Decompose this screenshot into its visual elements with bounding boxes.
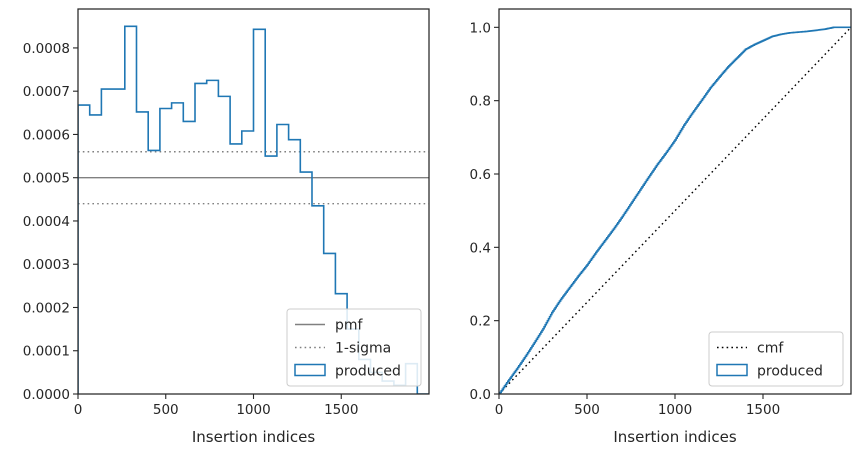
- pmf-y-tick-label: 0.0004: [23, 214, 70, 230]
- pmf-legend-produced-label: produced: [335, 364, 401, 380]
- pmf-y-tick-label: 0.0008: [23, 41, 70, 57]
- cmf-y-tick-label: 0.6: [470, 167, 491, 183]
- pmf-y-tick-label: 0.0007: [23, 84, 70, 100]
- pmf-legend-box: [286, 308, 422, 387]
- cmf-y-tick-label: 0.2: [470, 314, 491, 330]
- cmf-x-tick-label: 1000: [658, 402, 692, 418]
- pmf-legend-produced-swatch: [294, 363, 326, 377]
- cmf-y-tick-label: 0.4: [470, 240, 491, 256]
- cmf-x-axis-label: Insertion indices: [613, 428, 736, 446]
- pmf-y-tick-label: 0.0002: [23, 300, 70, 316]
- pmf-panel: 0 500 1000 1500 0.0000 0.0001 0.0002 0.0003 0.00…: [23, 8, 430, 446]
- cmf-produced-cumulative: [499, 26, 851, 394]
- pmf-legend: pmf 1-sigma produced: [286, 308, 422, 387]
- cmf-x-tick-label: 0: [495, 402, 504, 418]
- cmf-panel: 0 500 1000 1500 0.0 0.2 0.4 0.6 0.8 1.0 Insertion…: [470, 8, 852, 446]
- pmf-legend-pmf-label: pmf: [335, 318, 364, 334]
- pmf-x-tick-label: 0: [74, 402, 83, 418]
- cmf-axes-frame: [498, 8, 852, 395]
- pmf-ticks: 0 500 1000 1500 0.0000 0.0001 0.0002 0.0003 0.00…: [23, 41, 359, 418]
- cmf-ticks: 0 500 1000 1500 0.0 0.2 0.4 0.6 0.8 1.0: [470, 20, 781, 418]
- pmf-y-tick-label: 0.0006: [23, 127, 70, 143]
- cmf-x-tick-label: 1500: [746, 402, 780, 418]
- cmf-legend: cmf produced: [708, 331, 844, 387]
- cmf-x-tick-label: 500: [574, 402, 600, 418]
- cmf-legend-produced-label: produced: [757, 364, 823, 380]
- cmf-plot-area: [499, 26, 851, 394]
- pmf-x-axis-label: Insertion indices: [192, 428, 315, 446]
- cmf-y-tick-label: 0.8: [470, 94, 491, 110]
- cmf-legend-box: [708, 331, 844, 387]
- cmf-legend-cmf-label: cmf: [757, 341, 784, 357]
- cmf-cmf-line: [499, 26, 851, 394]
- pmf-y-tick-label: 0.0001: [23, 344, 70, 360]
- cmf-legend-produced-swatch: [716, 363, 748, 377]
- pmf-axes-frame: [77, 8, 430, 395]
- pmf-legend-1-sigma-label: 1-sigma: [335, 341, 391, 357]
- pmf-y-tick-label: 0.0000: [23, 387, 70, 403]
- pmf-x-tick-label: 500: [153, 402, 179, 418]
- pmf-y-tick-label: 0.0003: [23, 257, 70, 273]
- cmf-y-tick-label: 1.0: [470, 20, 491, 36]
- pmf-y-tick-label: 0.0005: [23, 171, 70, 187]
- pmf-x-tick-label: 1500: [324, 402, 358, 418]
- pmf-x-tick-label: 1000: [236, 402, 270, 418]
- cmf-y-tick-label: 0.0: [470, 387, 491, 403]
